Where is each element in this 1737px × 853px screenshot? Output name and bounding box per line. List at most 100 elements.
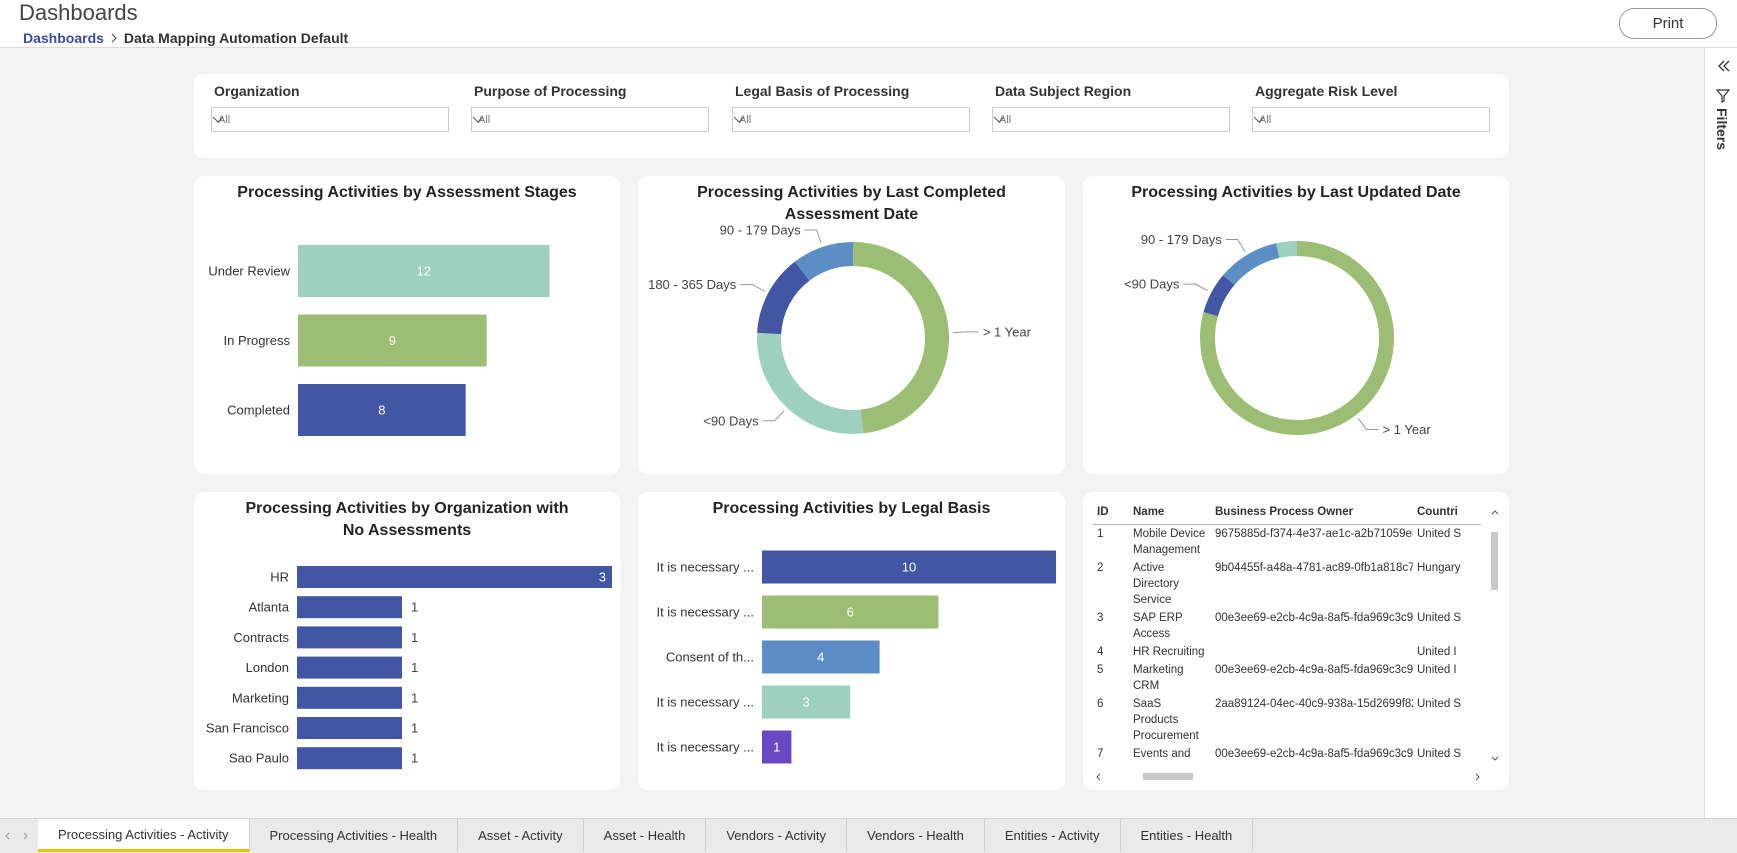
table-cell <box>1211 643 1413 661</box>
table-cell: 7 <box>1097 748 1104 760</box>
bar <box>297 686 402 709</box>
chart-title: Processing Activities by Last Completed … <box>697 184 1006 223</box>
leader-line <box>1225 238 1246 252</box>
table-cell: Marketing CRM <box>1133 664 1184 692</box>
slice-label: <90 Days <box>1124 277 1180 292</box>
table-cell: 9675885d-f374-4e37-ae1c-a2b71059e818 <box>1215 528 1413 540</box>
page-tab[interactable]: Asset - Activity <box>458 819 584 852</box>
category-label: London <box>246 660 289 675</box>
breadcrumb-current: Data Mapping Automation Default <box>123 30 349 46</box>
chart-card: HR 3 Atlanta 1 Contracts 1 London 1 Marketing 1 Sa… <box>194 492 620 790</box>
filter-dropdown[interactable]: All <box>732 107 970 132</box>
chart: > 1 Year <90 Days 180 - 365 Days 90 - 179 D… <box>648 222 1032 434</box>
slice-label: 90 - 179 Days <box>1141 232 1222 247</box>
category-label: Completed <box>227 403 290 418</box>
category-label: Atlanta <box>249 600 290 615</box>
page-tab[interactable]: Entities - Health <box>1121 819 1254 852</box>
table-cell: 5 <box>1097 664 1104 676</box>
page-tab[interactable]: Processing Activities - Activity <box>38 819 250 852</box>
leader-line <box>952 331 979 334</box>
data-label: 3 <box>599 570 606 585</box>
chevron <box>111 33 117 43</box>
bar <box>298 384 466 436</box>
table-cell: United S <box>1417 528 1462 540</box>
filters-label[interactable]: Filters <box>1714 108 1730 151</box>
data-label: 9 <box>389 333 396 348</box>
table-cell: Events and Trade Shows <box>1133 748 1191 760</box>
filter-dropdown[interactable]: All <box>471 107 709 132</box>
table-row: 3 SAP ERP Access 00e3ee69-e2cb-4c9a-8af5-f… <box>1093 609 1481 643</box>
data-label: 1 <box>411 751 418 766</box>
data-table: ID Name Business Process Owner Countri 1 Mobi… <box>1093 502 1481 764</box>
category-label: It is necessary ... <box>656 740 754 755</box>
page-tab[interactable]: Processing Activities - Health <box>250 819 459 852</box>
donut-slice <box>1276 241 1297 258</box>
donut-slice <box>757 332 864 434</box>
breadcrumb-link[interactable]: Dashboards <box>23 30 104 46</box>
category-label: Marketing <box>232 690 289 705</box>
chart-card: > 1 Year <90 Days 90 - 179 Days Processing … <box>1083 176 1509 474</box>
category-label: It is necessary ... <box>656 560 754 575</box>
column-header[interactable]: Countri <box>1413 502 1481 525</box>
page-tab[interactable]: Vendors - Activity <box>706 819 848 852</box>
bar <box>297 717 402 739</box>
dropdown-chevron <box>993 116 1005 123</box>
chart: > 1 Year <90 Days 90 - 179 Days <box>1124 232 1432 437</box>
filter-dropdown[interactable]: All <box>992 107 1230 132</box>
data-label: 8 <box>378 403 385 418</box>
tab-nav[interactable] <box>0 819 38 852</box>
filter-dropdown[interactable]: All <box>211 107 449 132</box>
filter-pane[interactable] <box>1704 48 1737 818</box>
print-button[interactable]: Print <box>1619 8 1717 39</box>
donut-slice <box>853 242 950 434</box>
slice-label: <90 Days <box>703 413 759 428</box>
slice-label: 180 - 365 Days <box>648 277 737 292</box>
table-cell: 00e3ee69-e2cb-4c9a-8af5-fda969c3c9e8 <box>1215 748 1413 760</box>
bar <box>762 595 939 629</box>
slice-label: > 1 Year <box>1383 422 1432 437</box>
category-label: Sao Paulo <box>229 751 289 766</box>
leader-line <box>1183 283 1208 292</box>
table-card: ID Name Business Process Owner Countri 1 Mobi… <box>1083 492 1509 790</box>
filter-panel: Organization All Purpose of Processing All L… <box>194 74 1509 158</box>
page-tab[interactable]: Entities - Activity <box>985 819 1121 852</box>
slice-label: 90 - 179 Days <box>720 222 801 237</box>
page-tab[interactable]: Asset - Health <box>584 819 707 852</box>
filter-dropdown[interactable]: All <box>1252 107 1490 132</box>
donut-slice <box>757 261 810 335</box>
bar <box>762 730 792 764</box>
dropdown-chevron <box>733 116 745 123</box>
chevron-line <box>993 116 1005 123</box>
category-label: Contracts <box>233 630 289 645</box>
bar <box>298 245 550 297</box>
tab-bar: Processing Activities - Activity Processi… <box>0 818 1737 853</box>
table-cell: 00e3ee69-e2cb-4c9a-8af5-fda969c3c9e8 <box>1215 664 1413 676</box>
category-label: It is necessary ... <box>656 605 754 620</box>
chart-card: It is necessary ... 10 It is necessary ...… <box>638 492 1065 790</box>
donut-slice <box>794 242 853 281</box>
chevron-line <box>212 116 224 123</box>
filter-label: Purpose of Processing <box>474 83 627 99</box>
table-cell: 00e3ee69-e2cb-4c9a-8af5-fda969c3c9e8 <box>1215 612 1413 624</box>
category-label: Consent of th... <box>666 650 754 665</box>
donut-slice <box>1223 243 1280 285</box>
column-header[interactable]: ID <box>1093 502 1129 525</box>
bar <box>762 640 880 674</box>
category-label: Under Review <box>208 264 290 279</box>
chart-card: Under Review 12 In Progress 9 Completed 8 Proc… <box>194 176 620 474</box>
leader-line <box>762 410 785 422</box>
chevron-line <box>733 116 745 123</box>
page-tab[interactable]: Vendors - Health <box>847 819 985 852</box>
leader-line <box>740 284 765 292</box>
table-row: 7 Events and Trade Shows 00e3ee69-e2cb-4c9… <box>1093 745 1481 764</box>
column-header[interactable]: Name <box>1129 502 1211 525</box>
column-header[interactable]: Business Process Owner <box>1211 502 1413 525</box>
page-title: Dashboards <box>19 0 138 25</box>
bar <box>297 747 402 770</box>
bar <box>297 626 402 649</box>
chart: HR 3 Atlanta 1 Contracts 1 London 1 Marketing 1 Sa… <box>206 566 612 770</box>
filter-label: Data Subject Region <box>995 83 1132 99</box>
donut-slice <box>1203 275 1235 317</box>
data-label: 1 <box>411 630 418 645</box>
